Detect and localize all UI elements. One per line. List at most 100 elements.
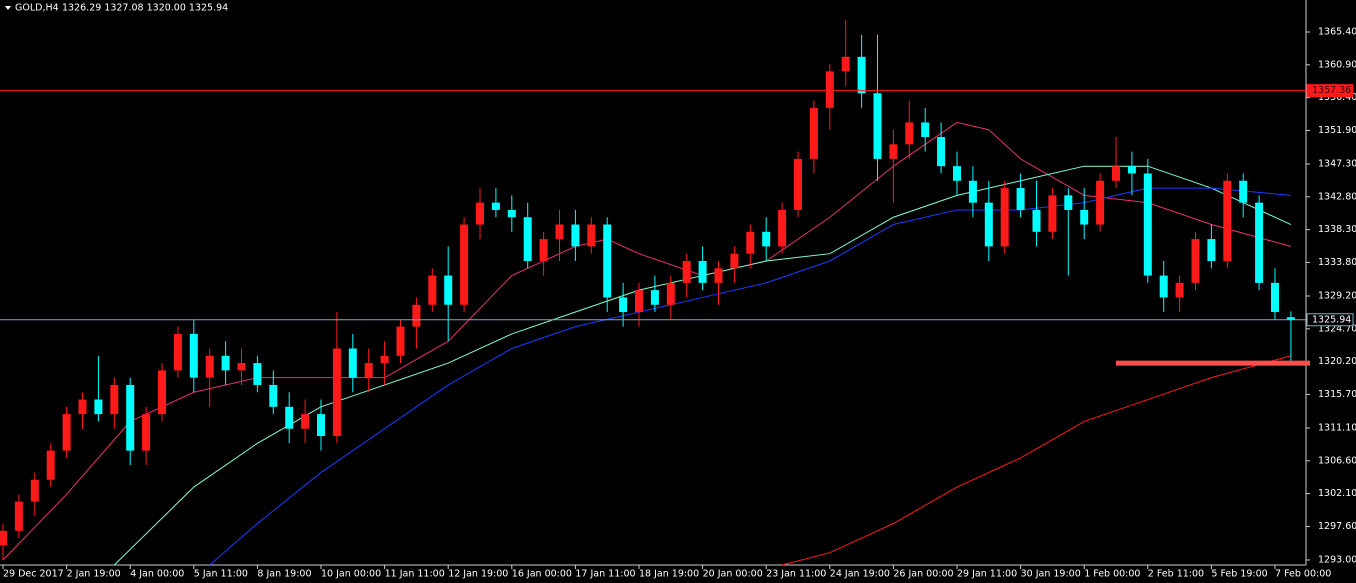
candle-body (142, 414, 151, 451)
x-tick-label: 26 Jan 00:00 (893, 569, 953, 580)
candle-body (158, 370, 166, 415)
candle-body (682, 260, 691, 283)
candle-body (428, 275, 437, 305)
candle-body (809, 107, 818, 159)
y-tick-label: 1338.30 (1318, 224, 1356, 235)
candle-body (571, 224, 580, 247)
candle-body (1143, 173, 1152, 276)
candle-body (1000, 188, 1009, 247)
candle-body (555, 224, 564, 240)
candle-body (1239, 180, 1248, 203)
x-tick-label: 2 Jan 19:00 (67, 569, 121, 580)
candle-body (873, 93, 882, 159)
candle-body (1064, 195, 1073, 210)
candle-body (666, 282, 675, 305)
candle-body (205, 355, 214, 378)
candle-body (110, 384, 119, 415)
candle-body (1080, 209, 1089, 225)
y-tick-label: 1347.30 (1318, 159, 1356, 170)
candle-body (921, 122, 930, 138)
candle-body (444, 275, 453, 305)
price-label: 1357.36 (1312, 85, 1351, 96)
candle-body (1096, 180, 1105, 225)
candle-body (587, 224, 596, 247)
candle-body (380, 355, 389, 364)
x-tick-label: 23 Jan 11:00 (766, 569, 826, 580)
candle-body (46, 450, 55, 480)
candle-body (857, 56, 866, 94)
candle-body (253, 363, 262, 385)
candle-body (348, 348, 357, 378)
header-values: 1326.29 1327.08 1320.00 1325.94 (62, 3, 228, 14)
y-tick-label: 1329.20 (1318, 290, 1356, 301)
symbol-title: GOLD,H4 (15, 3, 59, 14)
x-tick-label: 29 Dec 2017 (3, 569, 64, 580)
candle-body (332, 348, 341, 437)
candle-body (78, 399, 87, 415)
candle-body (841, 56, 850, 72)
candle-body (889, 144, 898, 159)
y-tick-label: 1320.20 (1318, 356, 1356, 367)
y-tick-label: 1293.00 (1318, 554, 1356, 565)
candle-body (364, 363, 373, 378)
y-tick-label: 1342.80 (1318, 191, 1356, 202)
price-label: 1325.94 (1312, 314, 1351, 325)
x-tick-label: 18 Jan 19:00 (639, 569, 699, 580)
menu-arrow[interactable] (5, 6, 11, 10)
candle-body (173, 333, 182, 371)
candle-body (221, 355, 230, 371)
candle-body (14, 501, 23, 531)
x-tick-label: 2 Feb 11:00 (1148, 569, 1204, 580)
x-tick-label: 16 Jan 00:00 (512, 569, 572, 580)
candle-body (714, 268, 723, 283)
candle-body (189, 333, 198, 378)
candle-body (476, 202, 484, 225)
candle-body (1286, 317, 1295, 320)
candle-body (1175, 282, 1184, 298)
y-tick-label: 1302.10 (1318, 488, 1356, 499)
y-tick-label: 1297.60 (1318, 521, 1356, 532)
candle-body (491, 202, 500, 210)
x-tick-label: 17 Jan 11:00 (575, 569, 635, 580)
candle-body (94, 399, 103, 415)
candle-body (269, 384, 278, 407)
candle-body (1271, 282, 1279, 313)
x-tick-label: 4 Jan 00:00 (130, 569, 184, 580)
candle-body (285, 406, 294, 429)
y-tick-label: 1306.60 (1318, 455, 1356, 466)
candle-body (0, 530, 7, 546)
candle-body (301, 414, 310, 429)
x-tick-label: 10 Jan 00:00 (321, 569, 381, 580)
x-tick-label: 7 Feb 00:00 (1275, 569, 1331, 580)
x-tick-label: 12 Jan 19:00 (448, 569, 508, 580)
candle-body (603, 224, 612, 298)
candle-body (412, 304, 421, 327)
candle-body (1032, 209, 1041, 232)
moving-average (209, 187, 1291, 566)
y-tick-label: 1333.80 (1318, 257, 1356, 268)
moving-average (2, 121, 1292, 561)
x-tick-label: 24 Jan 19:00 (830, 569, 890, 580)
y-tick-label: 1351.90 (1318, 125, 1356, 136)
candle-body (698, 260, 707, 283)
candle-body (1255, 202, 1264, 283)
y-tick-label: 1360.90 (1318, 59, 1356, 70)
candle-body (762, 231, 771, 247)
y-tick-label: 1324.70 (1318, 323, 1356, 334)
x-tick-label: 20 Jan 00:00 (703, 569, 763, 580)
candle-body (396, 326, 405, 356)
price-label-box (1306, 313, 1354, 327)
candle-body (778, 209, 787, 247)
x-tick-label: 5 Feb 19:00 (1211, 569, 1267, 580)
candle-body (794, 158, 802, 210)
x-tick-label: 8 Jan 19:00 (257, 569, 311, 580)
candle-body (937, 137, 946, 167)
candle-body (539, 239, 548, 261)
price-label-box (1306, 84, 1354, 98)
candle-body (1112, 166, 1120, 181)
candle-body (968, 180, 977, 203)
candle-body (460, 224, 469, 305)
candle-body (507, 209, 516, 218)
candle-body (126, 384, 135, 451)
